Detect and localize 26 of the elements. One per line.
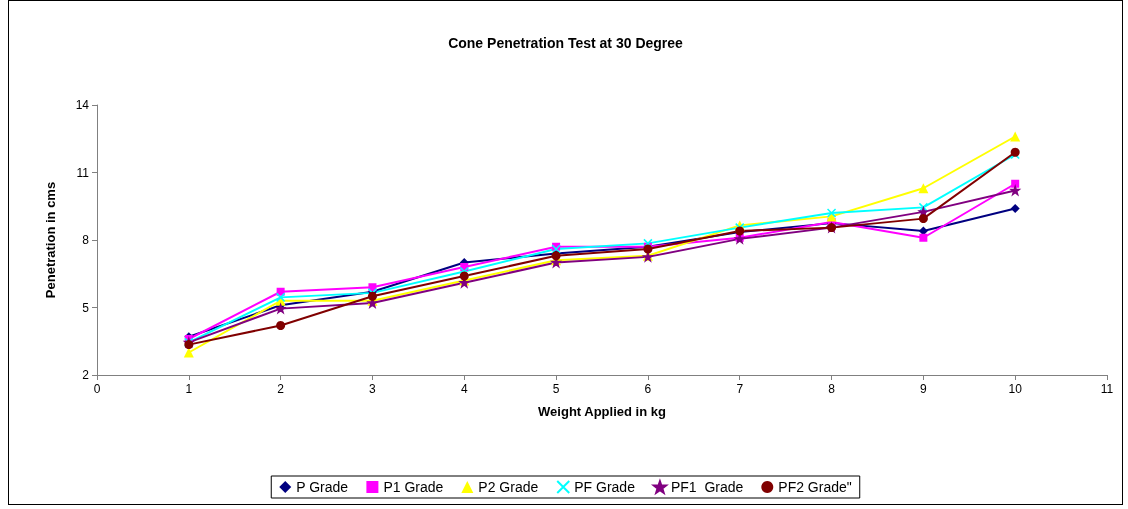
x-tick-label: 7 bbox=[736, 382, 744, 396]
x-tick-label: 10 bbox=[1008, 382, 1023, 396]
x-tick-label: 0 bbox=[93, 382, 101, 396]
x-tick-label: 3 bbox=[369, 382, 377, 396]
x-tick-label: 9 bbox=[920, 382, 928, 396]
x-tick-label: 2 bbox=[277, 382, 285, 396]
x-tick-label: 1 bbox=[185, 382, 193, 396]
x-axis-title: Weight Applied in kg bbox=[538, 404, 666, 419]
legend-label: P1 Grade bbox=[383, 479, 444, 495]
x-tick-label: 4 bbox=[460, 382, 468, 396]
x-tick-label: 8 bbox=[828, 382, 836, 396]
y-tick-label: 5 bbox=[82, 300, 90, 315]
x-tick-label: 11 bbox=[1100, 382, 1114, 396]
legend-label: P2 Grade bbox=[478, 479, 539, 495]
legend-label: P Grade bbox=[296, 479, 349, 495]
y-tick-label: 2 bbox=[82, 368, 90, 382]
legend-label: PF1 Grade bbox=[670, 479, 744, 495]
legend-label: PF2 Grade" bbox=[778, 479, 852, 495]
chart-title: Cone Penetration Test at 30 Degree bbox=[448, 35, 684, 51]
y-axis-title: Penetration in cms bbox=[43, 181, 58, 299]
legend-label: PF Grade bbox=[574, 479, 636, 495]
x-tick-label: 6 bbox=[644, 382, 652, 396]
y-tick-label: 8 bbox=[82, 233, 90, 247]
x-tick-label: 5 bbox=[552, 382, 560, 396]
y-tick-label: 14 bbox=[75, 98, 90, 112]
y-tick-label: 11 bbox=[76, 165, 90, 180]
